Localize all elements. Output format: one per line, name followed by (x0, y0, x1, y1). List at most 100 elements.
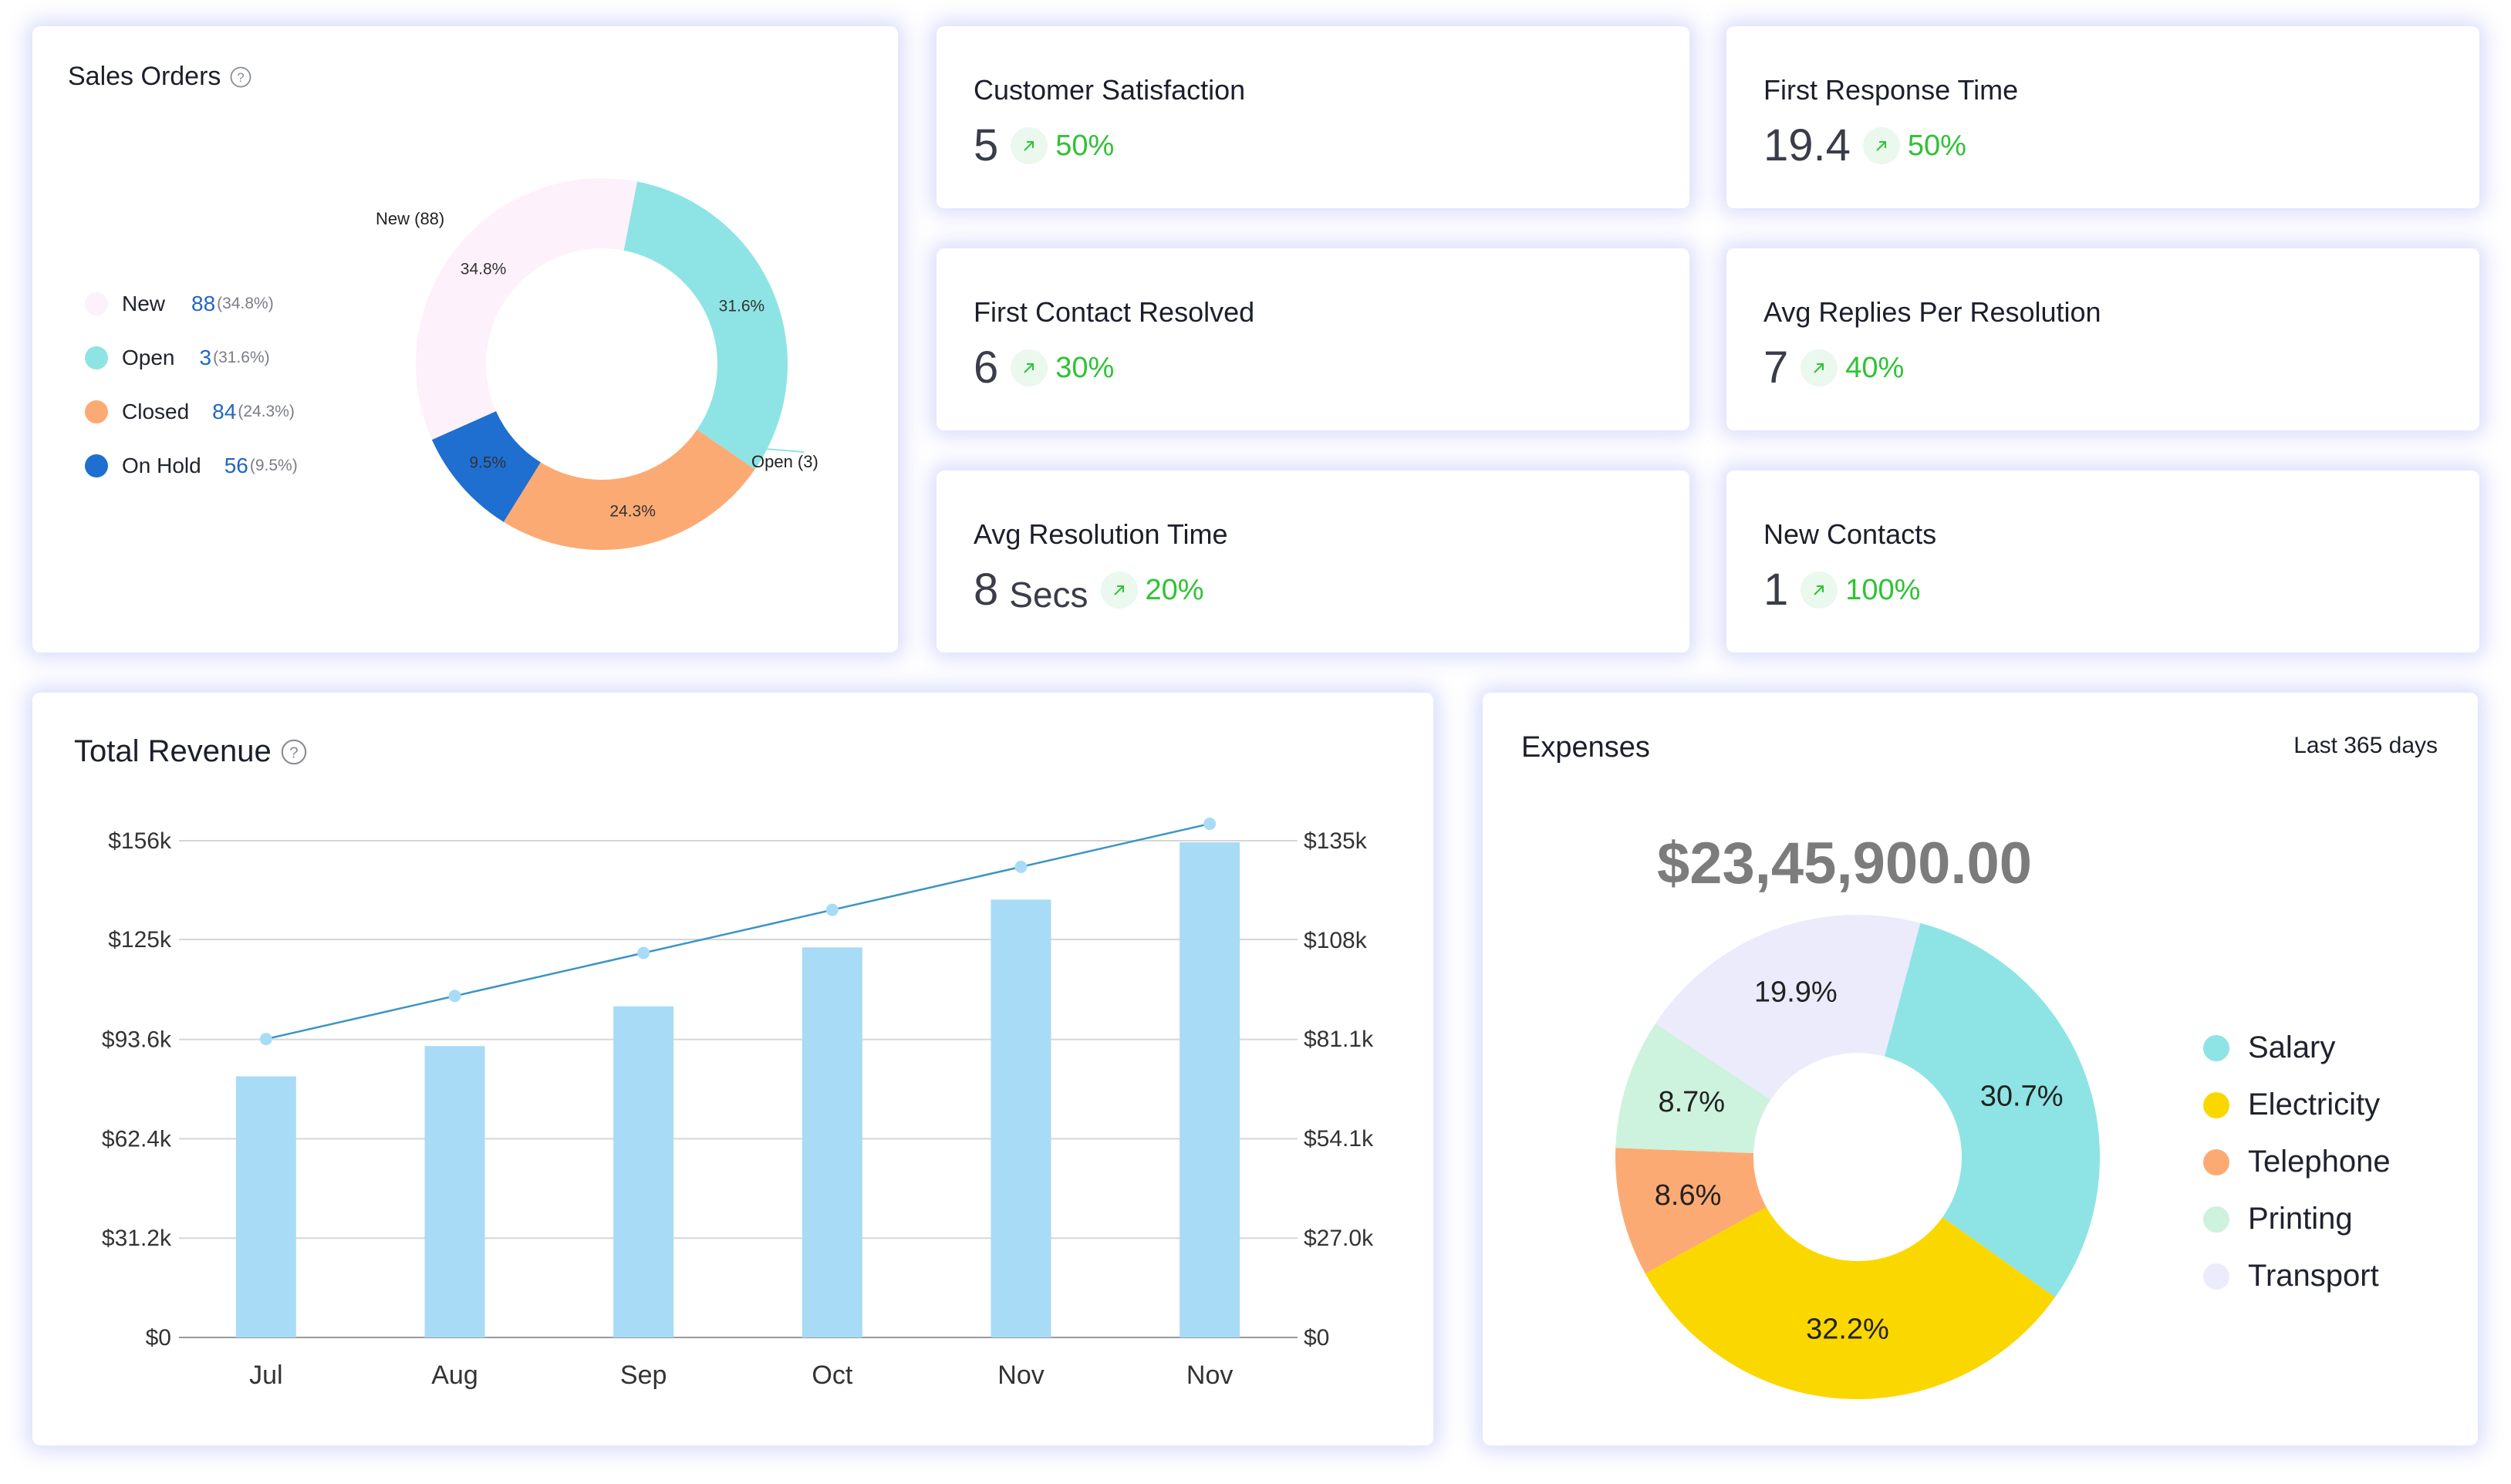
legend-count-new: 88 (191, 292, 216, 315)
bar-jul-0[interactable] (235, 1076, 296, 1337)
kpi-title: Avg Resolution Time (974, 518, 1228, 550)
y-right-tick-label: $54.1k (1304, 1126, 1374, 1152)
legend-label-open: Open (122, 346, 175, 369)
x-tick-label: Sep (620, 1361, 667, 1390)
slice-label-open: 31.6% (719, 297, 765, 315)
slice-on-hold[interactable] (431, 411, 541, 522)
total-revenue-title-row: Total Revenue ? (74, 734, 307, 769)
y-right-tick-label: $108k (1304, 928, 1368, 953)
trend-up-icon (1011, 349, 1048, 386)
slice-label-salary: 30.7% (1980, 1080, 2064, 1112)
slice-open[interactable] (623, 181, 788, 470)
legend-item-telephone[interactable]: Telephone (2203, 1145, 2391, 1179)
x-tick-label: Nov (997, 1361, 1044, 1390)
slice-transport[interactable] (1655, 915, 1921, 1100)
legend-count-closed: 84 (212, 400, 237, 423)
slice-salary[interactable] (1884, 922, 2100, 1297)
y-left-tick-label: $62.4k (102, 1126, 172, 1152)
kpi-change: 50% (1907, 129, 1966, 162)
y-left-tick-label: $156k (108, 828, 172, 854)
line-point-4[interactable] (1014, 860, 1028, 873)
bar-aug-1[interactable] (424, 1046, 485, 1337)
legend-item-electricity[interactable]: Electricity (2203, 1088, 2380, 1122)
kpi-card-first-contact-resolved[interactable]: First Contact Resolved 6 30% (937, 248, 1689, 430)
sales-orders-title-row: Sales Orders ? (68, 62, 251, 92)
y-left-tick-label: $0 (146, 1325, 171, 1351)
kpi-value: 19.4 (1763, 120, 1851, 170)
kpi-card-customer-satisfaction[interactable]: Customer Satisfaction 5 50% (937, 26, 1689, 208)
legend-count-on-hold: 56 (224, 454, 248, 477)
legend-label-electricity: Electricity (2248, 1088, 2381, 1121)
legend-item-salary[interactable]: Salary (2203, 1030, 2335, 1065)
legend-label-closed: Closed (122, 400, 190, 423)
slice-closed[interactable] (503, 430, 755, 550)
kpi-change: 30% (1055, 351, 1115, 384)
legend-label-printing: Printing (2248, 1202, 2353, 1236)
trend-up-icon (1011, 127, 1048, 164)
kpi-title: First Response Time (1763, 74, 2019, 106)
x-tick-label: Jul (249, 1361, 282, 1390)
legend-item-new[interactable]: New 88 (34.8%) (85, 292, 274, 316)
kpi-card-avg-replies-per-resolution[interactable]: Avg Replies Per Resolution 7 40% (1726, 248, 2479, 430)
line-point-3[interactable] (825, 903, 839, 916)
line-point-2[interactable] (637, 946, 650, 960)
bar-oct-3[interactable] (802, 947, 862, 1337)
slice-label-on-hold: 9.5% (469, 454, 506, 471)
line-point-5[interactable] (1203, 818, 1217, 831)
kpi-value-row: 5 50% (974, 123, 1114, 168)
help-icon[interactable]: ? (281, 739, 307, 765)
help-icon[interactable]: ? (230, 66, 251, 88)
trend-up-icon (1862, 127, 1900, 164)
legend-dot-printing (2203, 1206, 2229, 1233)
kpi-card-new-contacts[interactable]: New Contacts 1 100% (1726, 470, 2479, 653)
slice-printing[interactable] (1615, 1024, 1771, 1153)
legend-item-closed[interactable]: Closed 84 (24.3%) (85, 400, 295, 424)
kpi-card-avg-resolution-time[interactable]: Avg Resolution Time 8 Secs 20% (937, 470, 1689, 653)
legend-item-printing[interactable]: Printing (2203, 1202, 2353, 1236)
kpi-card-first-response-time[interactable]: First Response Time 19.4 50% (1726, 26, 2479, 208)
legend-item-on-hold[interactable]: On Hold 56 (9.5%) (85, 454, 298, 478)
legend-pct-open: (31.6%) (213, 349, 270, 366)
bar-nov-4[interactable] (991, 899, 1051, 1337)
expenses-period[interactable]: Last 365 days (2293, 733, 2438, 758)
slice-telephone[interactable] (1615, 1148, 1767, 1274)
slice-label-transport: 19.9% (1754, 976, 1838, 1009)
bar-nov-5[interactable] (1180, 842, 1240, 1337)
kpi-value: 7 (1763, 342, 1789, 393)
legend-count-open: 3 (199, 346, 212, 369)
slice-label-printing: 8.7% (1658, 1086, 1725, 1118)
slice-label-electricity: 32.2% (1806, 1314, 1889, 1346)
legend-item-open[interactable]: Open 3 (31.6%) (85, 346, 270, 370)
x-tick-label: Aug (431, 1361, 478, 1390)
slice-electricity[interactable] (1645, 1207, 2055, 1399)
sales-orders-title: Sales Orders (68, 62, 221, 91)
bar-sep-2[interactable] (613, 1006, 674, 1337)
slice-new[interactable] (416, 177, 637, 440)
kpi-unit: Secs (1009, 575, 1088, 615)
legend-dot-on-hold (85, 454, 108, 477)
expenses-total: $23,45,900.00 (1657, 831, 2033, 896)
kpi-value-row: 7 40% (1763, 346, 1904, 390)
line-point-1[interactable] (448, 990, 461, 1003)
x-tick-label: Nov (1186, 1361, 1233, 1390)
expenses-donut-chart: 30.7% 32.2% 8.6% 8.7% 19.9% (1615, 915, 2100, 1399)
y-left-tick-label: $93.6k (102, 1027, 172, 1053)
total-revenue-card: Total Revenue ? $0 $31.2k $62.4k $93.6k $125… (32, 693, 1433, 1445)
kpi-value-row: 19.4 50% (1763, 123, 1966, 168)
y-right-tick-label: $0 (1304, 1325, 1329, 1351)
x-tick-label: Oct (812, 1361, 852, 1390)
legend-label-new: New (122, 292, 166, 315)
trend-up-icon (1801, 572, 1838, 609)
legend-dot-new (85, 292, 108, 315)
legend-label-transport: Transport (2248, 1259, 2379, 1293)
y-left-tick-label: $31.2k (102, 1226, 172, 1251)
slice-label-new: 34.8% (461, 261, 507, 278)
legend-item-transport[interactable]: Transport (2203, 1259, 2379, 1293)
expenses-title: Expenses (1521, 731, 1650, 764)
y-right-tick-label: $135k (1304, 828, 1368, 854)
kpi-value-row: 1 100% (1763, 568, 1920, 612)
kpi-change: 50% (1055, 129, 1115, 162)
line-point-0[interactable] (259, 1033, 272, 1046)
kpi-change: 40% (1845, 351, 1905, 384)
y-left-tick-label: $125k (108, 927, 172, 953)
